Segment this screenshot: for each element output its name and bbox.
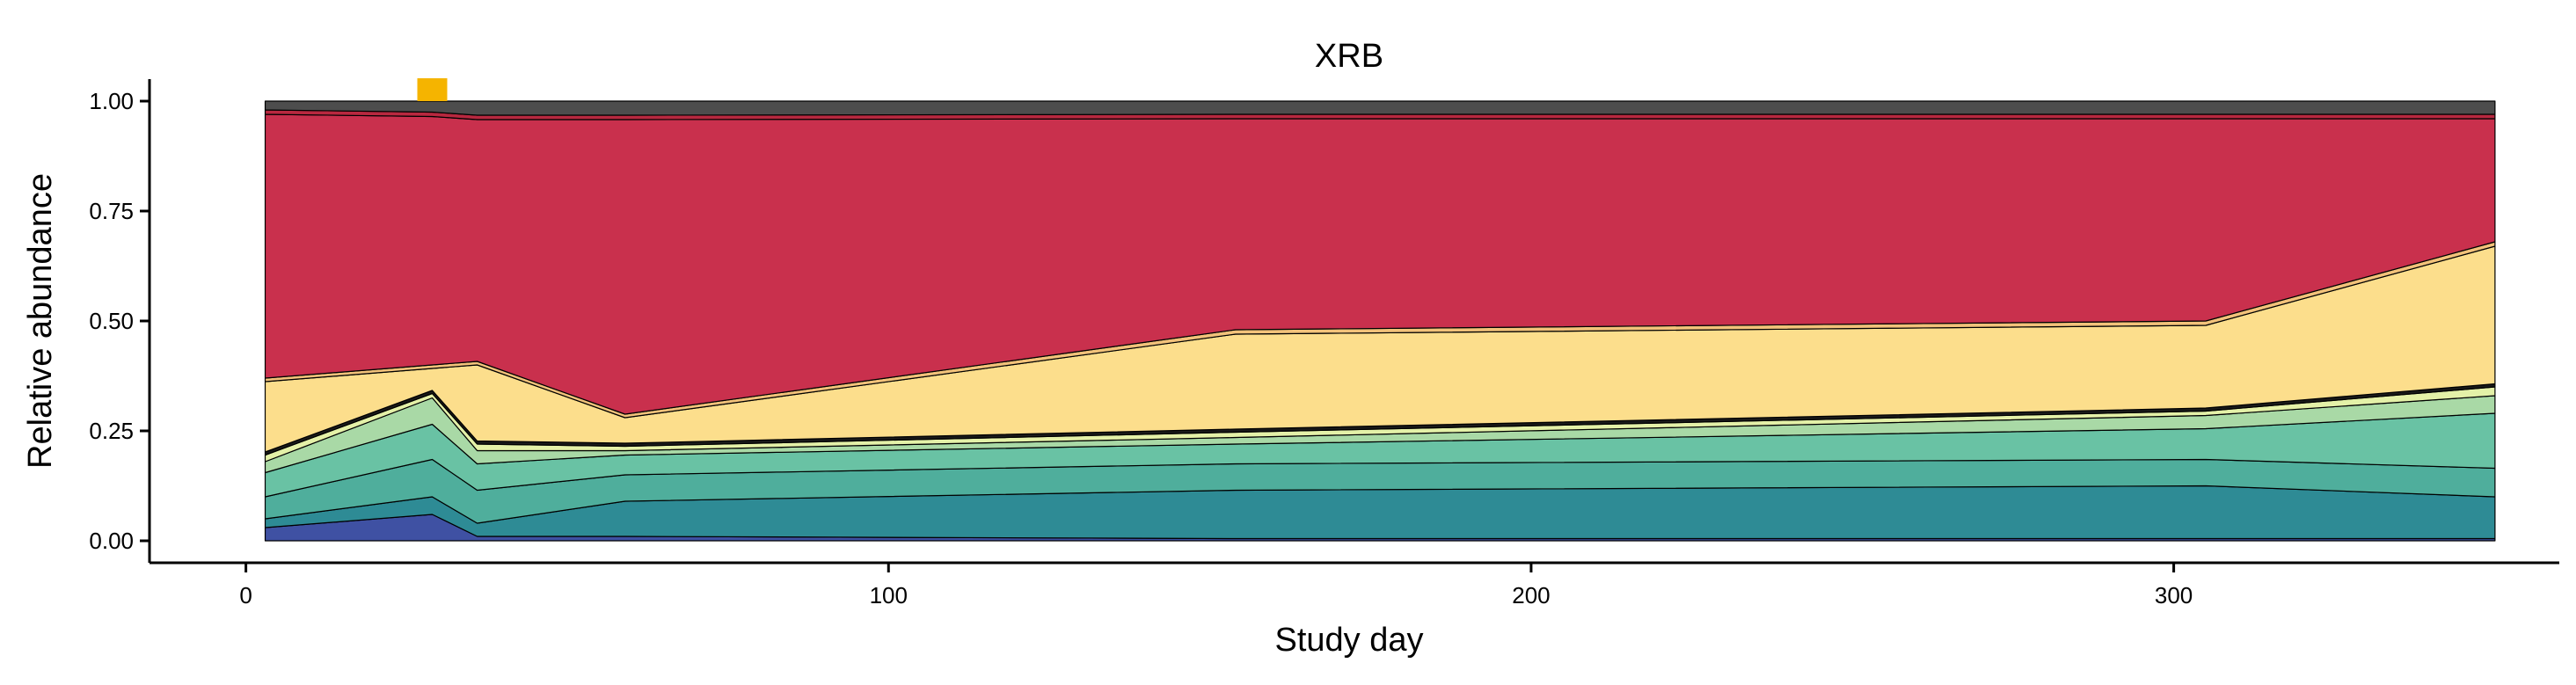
x-tick-label: 200 xyxy=(1512,582,1550,608)
annotations xyxy=(417,78,448,101)
x-tick-label: 300 xyxy=(2155,582,2193,608)
y-tick-label: 1.00 xyxy=(89,88,134,114)
area-bands xyxy=(264,100,2496,542)
y-axis: 0.00 0.25 0.50 0.75 1.00 xyxy=(89,79,151,563)
area-series-12 xyxy=(264,100,2496,116)
y-tick-label: 0.75 xyxy=(89,198,134,224)
x-axis-title: Study day xyxy=(1275,622,1424,659)
x-tick-label: 100 xyxy=(870,582,908,608)
y-axis-title: Relative abundance xyxy=(22,173,59,469)
y-tick-label: 0.50 xyxy=(89,308,134,334)
y-tick-label: 0.25 xyxy=(89,418,134,444)
y-tick-label: 0.00 xyxy=(89,528,134,554)
event-marker xyxy=(417,78,448,101)
x-tick-label: 0 xyxy=(239,582,252,608)
chart-title: XRB xyxy=(1315,38,1383,75)
x-axis: 0 100 200 300 xyxy=(150,561,2559,608)
